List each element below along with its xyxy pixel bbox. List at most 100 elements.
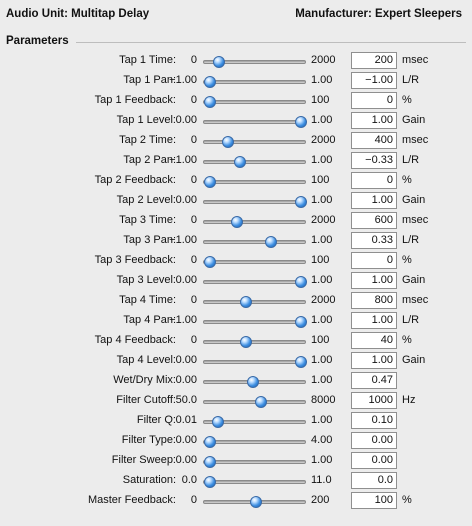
parameter-slider[interactable] [203,316,307,328]
parameter-value-field[interactable]: 40 [351,332,397,349]
parameter-row: Saturation: 0.0 11.0 0.0 [0,471,472,491]
slider-knob[interactable] [204,76,216,88]
parameter-value-field[interactable]: 0 [351,92,397,109]
parameter-min: 0.0 [181,474,197,486]
parameter-label: Tap 3 Level: [116,274,176,286]
parameter-value-field[interactable]: 1.00 [351,312,397,329]
slider-knob[interactable] [246,376,259,388]
slider-knob[interactable] [222,136,235,148]
slider-knob[interactable] [240,336,253,348]
parameter-min: 0.00 [175,374,197,386]
parameter-unit: L/R [402,154,420,166]
parameter-min: 0 [190,294,197,306]
parameter-label: Tap 4 Level: [116,354,176,366]
parameter-slider[interactable] [203,456,306,468]
parameter-min: 0 [190,54,197,66]
parameter-slider[interactable] [203,216,306,228]
parameter-value-field[interactable]: −1.00 [351,72,397,89]
parameter-row: Tap 4 Level: 0.00 1.00 1.00 Gain [0,351,472,371]
parameter-value-field[interactable]: 800 [351,292,397,309]
parameter-slider[interactable] [203,116,307,128]
parameter-value-field[interactable]: 0.47 [351,372,397,389]
parameter-slider[interactable] [203,76,306,88]
slider-knob[interactable] [204,176,216,188]
parameter-slider[interactable] [203,96,306,108]
parameter-slider[interactable] [203,156,306,168]
slider-knob[interactable] [204,436,216,448]
parameter-slider[interactable] [203,356,307,368]
parameter-slider[interactable] [203,196,307,208]
parameter-max: 1.00 [311,314,333,326]
slider-knob[interactable] [295,116,307,128]
parameter-unit: msec [402,294,429,306]
parameter-slider[interactable] [203,396,306,408]
slider-knob[interactable] [264,236,277,248]
parameter-slider[interactable] [203,136,306,148]
parameter-slider[interactable] [203,236,306,248]
parameter-value-field[interactable]: 0.0 [351,472,397,489]
parameter-label: Tap 2 Level: [116,194,176,206]
parameter-unit: L/R [402,234,420,246]
slider-knob[interactable] [231,216,244,228]
parameter-max: 100 [311,254,330,266]
parameter-min: 0 [190,494,197,506]
slider-knob[interactable] [295,316,307,328]
parameter-max: 11.0 [311,474,332,486]
parameter-value-field[interactable]: 0 [351,252,397,269]
parameter-value-field[interactable]: 0.10 [351,412,397,429]
slider-knob[interactable] [204,256,216,268]
parameter-slider[interactable] [203,416,306,428]
parameter-slider[interactable] [203,476,306,488]
slider-knob[interactable] [204,476,216,488]
parameter-value-field[interactable]: 1.00 [351,352,397,369]
parameter-value-field[interactable]: 200 [351,52,397,69]
slider-knob[interactable] [213,56,226,68]
parameter-value-field[interactable]: 600 [351,212,397,229]
slider-knob[interactable] [234,156,247,168]
parameter-value-field[interactable]: 1000 [351,392,397,409]
slider-knob[interactable] [204,456,216,468]
parameter-slider[interactable] [203,436,306,448]
parameter-unit: L/R [402,314,420,326]
slider-knob[interactable] [254,396,267,408]
parameter-unit: % [402,94,412,106]
parameter-slider[interactable] [203,296,306,308]
parameter-row: Tap 2 Level: 0.00 1.00 1.00 Gain [0,191,472,211]
parameter-slider[interactable] [203,336,306,348]
parameter-unit: L/R [402,74,420,86]
parameter-value-field[interactable]: −0.33 [351,152,397,169]
manufacturer-label: Manufacturer: Expert Sleepers [295,8,462,20]
parameter-value-field[interactable]: 400 [351,132,397,149]
parameter-value-field[interactable]: 0.33 [351,232,397,249]
slider-knob[interactable] [204,96,216,108]
parameter-slider[interactable] [203,176,306,188]
parameter-min: 0.00 [175,114,197,126]
slider-knob[interactable] [240,296,253,308]
slider-knob[interactable] [295,276,307,288]
parameter-value-field[interactable]: 0 [351,172,397,189]
parameter-list: Tap 1 Time: 0 2000 200 msec Tap 1 Pan: −1.00 1.… [0,51,472,511]
parameter-min: 0.00 [175,194,197,206]
parameter-label: Tap 4 Pan: [123,314,176,326]
parameter-value-field[interactable]: 0.00 [351,432,397,449]
slider-knob[interactable] [249,496,262,508]
slider-knob[interactable] [295,196,307,208]
parameter-unit: msec [402,134,429,146]
parameter-slider[interactable] [203,56,306,68]
parameter-unit: Gain [402,114,426,126]
parameter-min: 0.00 [175,354,197,366]
parameter-min: 50.0 [175,394,197,406]
parameter-value-field[interactable]: 1.00 [351,272,397,289]
slider-knob[interactable] [212,416,225,428]
parameter-label: Filter Cutoff: [116,394,176,406]
parameter-slider[interactable] [203,256,306,268]
parameter-value-field[interactable]: 1.00 [351,192,397,209]
parameter-value-field[interactable]: 0.00 [351,452,397,469]
parameter-slider[interactable] [203,496,306,508]
parameter-slider[interactable] [203,276,307,288]
parameter-min: −1.00 [169,234,197,246]
slider-knob[interactable] [295,356,307,368]
parameter-slider[interactable] [203,376,306,388]
parameter-value-field[interactable]: 1.00 [351,112,397,129]
parameter-value-field[interactable]: 100 [351,492,397,509]
